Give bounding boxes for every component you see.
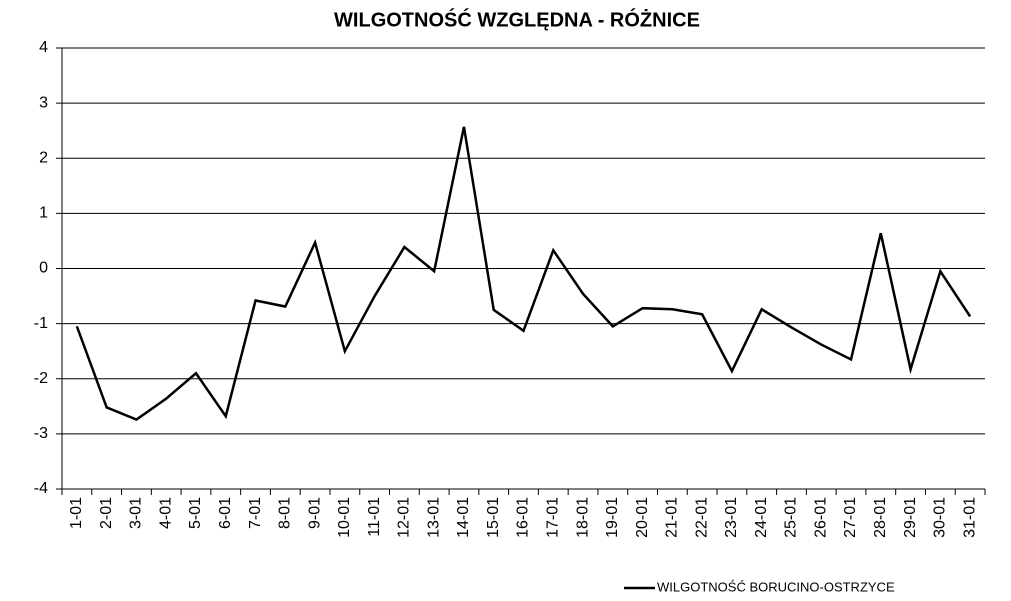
x-tick-label: 30-01 xyxy=(932,497,949,538)
x-tick-label: 8-01 xyxy=(277,497,294,529)
x-tick-label: 3-01 xyxy=(128,497,145,529)
x-tick-label: 9-01 xyxy=(306,497,323,529)
x-tick-label: 12-01 xyxy=(396,497,413,538)
y-tick-label: -4 xyxy=(34,480,48,497)
y-tick-label: -2 xyxy=(34,370,48,387)
x-tick-label: 23-01 xyxy=(723,497,740,538)
x-tick-label: 21-01 xyxy=(664,497,681,538)
y-tick-label: 4 xyxy=(39,39,48,56)
x-tick-label: 17-01 xyxy=(544,497,561,538)
x-tick-label: 7-01 xyxy=(247,497,264,529)
legend-label: WILGOTNOŚĆ BORUCINO-OSTRZYCE xyxy=(657,579,895,594)
x-tick-label: 10-01 xyxy=(336,497,353,538)
x-tick-label: 5-01 xyxy=(187,497,204,529)
y-tick-label: -3 xyxy=(34,425,48,442)
x-tick-label: 16-01 xyxy=(515,497,532,538)
x-tick-label: 19-01 xyxy=(604,497,621,538)
x-tick-label: 31-01 xyxy=(961,497,978,538)
x-tick-label: 4-01 xyxy=(157,497,174,529)
y-tick-label: 2 xyxy=(39,149,48,166)
x-tick-label: 25-01 xyxy=(783,497,800,538)
x-tick-label: 13-01 xyxy=(425,497,442,538)
y-tick-label: -1 xyxy=(34,315,48,332)
x-tick-label: 22-01 xyxy=(693,497,710,538)
x-tick-label: 29-01 xyxy=(902,497,919,538)
x-tick-label: 18-01 xyxy=(574,497,591,538)
y-tick-label: 1 xyxy=(39,205,48,222)
x-tick-label: 24-01 xyxy=(753,497,770,538)
y-tick-label: 0 xyxy=(39,260,48,277)
x-tick-label: 6-01 xyxy=(217,497,234,529)
series-line xyxy=(75,126,972,421)
x-tick-label: 14-01 xyxy=(455,497,472,538)
x-tick-label: 26-01 xyxy=(812,497,829,538)
x-tick-label: 20-01 xyxy=(634,497,651,538)
x-tick-label: 15-01 xyxy=(485,497,502,538)
chart-title: WILGOTNOŚĆ WZGLĘDNA - RÓŻNICE xyxy=(334,7,700,31)
y-tick-label: 3 xyxy=(39,94,48,111)
x-tick-label: 1-01 xyxy=(68,497,85,529)
x-tick-label: 28-01 xyxy=(872,497,889,538)
x-tick-label: 11-01 xyxy=(366,497,383,537)
x-tick-label: 2-01 xyxy=(98,497,115,529)
x-tick-label: 27-01 xyxy=(842,497,859,538)
